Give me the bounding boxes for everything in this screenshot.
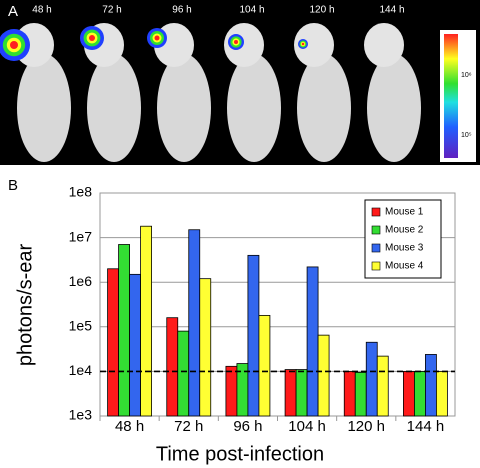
x-tick-label: 96 h	[233, 418, 262, 435]
y-tick-label: 1e5	[69, 318, 93, 334]
y-tick-label: 1e3	[69, 407, 93, 423]
bar	[247, 254, 260, 417]
bar	[107, 268, 119, 417]
bar	[140, 225, 152, 417]
signal	[10, 41, 18, 49]
mouse-body	[17, 54, 71, 162]
bar	[129, 273, 141, 417]
bar	[177, 330, 190, 417]
mice: 48 h 72 h 96 h 104 h 120 h 144 h	[0, 5, 421, 162]
bar	[425, 354, 437, 417]
legend-label: Mouse 2	[385, 225, 424, 236]
bar	[414, 370, 426, 417]
bar	[354, 371, 367, 417]
time-label: 72 h	[102, 5, 121, 16]
mouse-head	[294, 23, 334, 67]
bar	[188, 229, 201, 417]
bar	[284, 369, 297, 417]
legend-swatch	[371, 225, 381, 235]
bar	[365, 341, 378, 417]
signal	[154, 35, 160, 41]
bar	[403, 370, 415, 417]
x-tick-label: 144 h	[407, 418, 445, 435]
mouse-body	[367, 54, 421, 162]
colorbar-label: 10⁵	[461, 132, 472, 139]
panel-label: B	[8, 177, 18, 194]
x-tick-label: 104 h	[288, 418, 326, 435]
bar	[376, 355, 389, 417]
y-tick-label: 1e4	[69, 362, 93, 378]
signal	[234, 40, 238, 44]
bar	[343, 370, 356, 417]
bar	[225, 365, 238, 417]
x-tick-label: 72 h	[174, 418, 203, 435]
legend-label: Mouse 3	[385, 243, 424, 254]
bar	[166, 317, 179, 417]
mouse-head	[224, 23, 264, 67]
mouse-body	[227, 54, 281, 162]
mouse-body	[87, 54, 141, 162]
bar	[317, 334, 330, 417]
x-tick-label: 48 h	[115, 418, 144, 435]
legend-label: Mouse 4	[385, 261, 424, 272]
bar	[306, 266, 319, 417]
legend-label: Mouse 1	[385, 207, 424, 218]
mouse-body	[297, 54, 351, 162]
y-axis-label: photons/s-ear	[14, 244, 36, 367]
legend-swatch	[371, 207, 381, 217]
x-tick-label: 120 h	[347, 418, 385, 435]
time-label: 104 h	[239, 5, 264, 16]
bar	[436, 370, 448, 417]
time-label: 120 h	[309, 5, 334, 16]
signal	[89, 35, 95, 41]
bar	[258, 315, 271, 417]
panel-label: A	[8, 3, 18, 20]
signal	[301, 42, 305, 46]
mouse-body	[157, 54, 211, 162]
time-label: 144 h	[379, 5, 404, 16]
mouse-head	[364, 23, 404, 67]
colorbar-label: 10⁶	[461, 72, 472, 79]
y-tick-label: 1e6	[69, 273, 93, 289]
time-label: 96 h	[172, 5, 191, 16]
x-axis-label: Time post-infection	[156, 443, 324, 465]
bar	[118, 244, 130, 417]
y-tick-label: 1e8	[69, 184, 93, 200]
y-tick-label: 1e7	[69, 228, 93, 244]
legend-swatch	[371, 243, 381, 253]
legend-swatch	[371, 261, 381, 271]
time-label: 48 h	[32, 5, 51, 16]
colorbar	[444, 34, 458, 158]
bar	[295, 369, 308, 417]
bar	[199, 278, 212, 417]
